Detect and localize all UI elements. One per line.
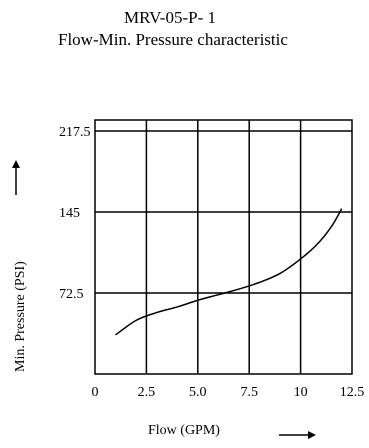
y-axis-label: Min. Pressure (PSI)	[13, 261, 28, 372]
x-tick-label: 7.5	[240, 385, 258, 400]
plot-frame	[94, 119, 353, 375]
series-line	[115, 208, 343, 336]
x-tick-label: 10	[294, 385, 308, 400]
x-tick-label: 2.5	[138, 385, 156, 400]
x-axis-arrow	[279, 431, 316, 439]
x-axis-label: Flow (GPM)	[148, 423, 220, 438]
x-tick-label: 12.5	[340, 385, 365, 400]
y-tick-label: 72.5	[59, 287, 84, 302]
chart-subtitle: Flow-Min. Pressure characteristic	[58, 30, 288, 49]
y-axis-arrow	[12, 160, 20, 195]
y-tick-label: 217.5	[59, 125, 91, 140]
chart-title: MRV-05-P- 1	[124, 8, 216, 27]
x-tick-label: 0	[92, 385, 99, 400]
x-tick-label: 5.0	[189, 385, 207, 400]
y-tick-label: 145	[59, 206, 80, 221]
